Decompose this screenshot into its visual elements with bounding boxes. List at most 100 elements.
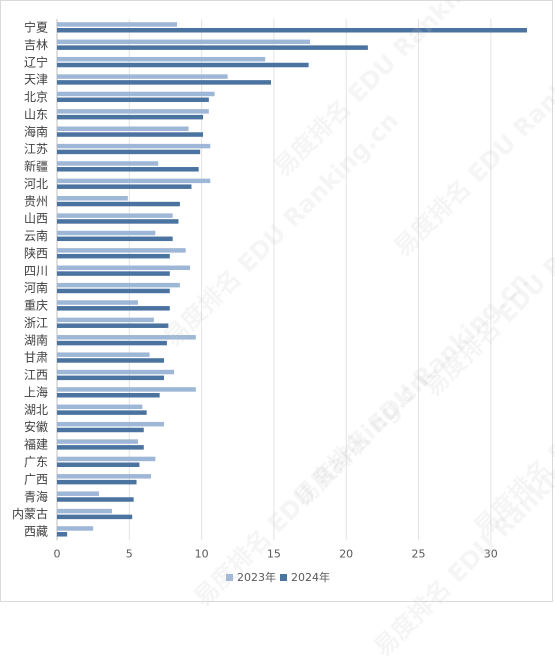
category-label: 天津 bbox=[24, 73, 48, 87]
category-label: 山东 bbox=[24, 107, 48, 121]
x-tick-label: 25 bbox=[412, 547, 426, 560]
bar-2024-新疆 bbox=[57, 167, 199, 172]
legend-swatch-2023 bbox=[226, 574, 233, 581]
bar-2023-山东 bbox=[57, 109, 209, 114]
category-label: 山西 bbox=[24, 212, 48, 226]
bar-2024-辽宁 bbox=[57, 62, 309, 68]
category-label: 西藏 bbox=[24, 525, 48, 539]
category-label: 北京 bbox=[24, 90, 48, 104]
bar-2023-河南 bbox=[57, 282, 180, 288]
legend-label-2023: 2023年 bbox=[237, 570, 276, 584]
bar-2023-天津 bbox=[57, 74, 228, 79]
bar-2024-贵州 bbox=[57, 201, 180, 207]
bar-chart: 宁夏吉林辽宁天津北京山东海南江苏新疆河北贵州山西云南陕西四川河南重庆浙江湖南甘肃… bbox=[12, 19, 527, 584]
bar-2024-上海 bbox=[57, 392, 160, 398]
bar-2024-云南 bbox=[57, 236, 173, 242]
legend: 2023年 2024年 bbox=[226, 570, 330, 584]
bar-2023-西藏 bbox=[57, 526, 94, 531]
bar-2023-河北 bbox=[57, 178, 211, 184]
bar-2023-安徽 bbox=[57, 421, 165, 427]
category-label: 云南 bbox=[24, 228, 48, 243]
x-tick-label: 20 bbox=[339, 547, 353, 560]
x-tick-label: 30 bbox=[484, 547, 498, 560]
category-label: 青海 bbox=[24, 489, 48, 504]
bar-2023-青海 bbox=[57, 491, 99, 496]
bar-2024-浙江 bbox=[57, 323, 169, 328]
bar-2023-湖北 bbox=[57, 404, 143, 410]
bar-2023-北京 bbox=[57, 91, 215, 97]
bar-2024-广东 bbox=[57, 462, 140, 467]
bar-2023-广东 bbox=[57, 456, 156, 462]
bars bbox=[57, 22, 527, 537]
category-label: 重庆 bbox=[24, 299, 48, 313]
bar-2024-青海 bbox=[57, 497, 134, 502]
category-label: 海南 bbox=[24, 124, 48, 139]
bar-2023-宁夏 bbox=[57, 22, 178, 27]
category-label: 河南 bbox=[24, 280, 48, 295]
category-label: 陕西 bbox=[24, 245, 48, 260]
category-label: 宁夏 bbox=[24, 20, 48, 35]
category-label: 安徽 bbox=[24, 419, 48, 434]
category-label: 贵州 bbox=[24, 194, 48, 208]
bar-2023-山西 bbox=[57, 213, 173, 218]
legend-swatch-2024 bbox=[280, 574, 287, 581]
category-label: 吉林 bbox=[24, 38, 48, 52]
x-tick-label: 10 bbox=[195, 547, 209, 560]
x-tick-labels: 0 5 10 15 20 25 30 bbox=[54, 547, 498, 560]
bar-2023-内蒙古 bbox=[57, 508, 112, 514]
bar-2023-甘肃 bbox=[57, 352, 150, 357]
category-label: 湖北 bbox=[24, 402, 48, 417]
category-label: 湖南 bbox=[24, 332, 48, 347]
x-tick-label: 5 bbox=[126, 547, 133, 560]
category-label: 四川 bbox=[24, 264, 48, 278]
category-label: 江西 bbox=[24, 368, 48, 382]
category-label: 河北 bbox=[24, 177, 48, 191]
bar-2023-广西 bbox=[57, 474, 151, 479]
bar-2024-河北 bbox=[57, 184, 192, 189]
category-label: 广西 bbox=[24, 472, 48, 486]
bar-2024-天津 bbox=[57, 80, 272, 85]
bar-2024-海南 bbox=[57, 132, 204, 137]
bar-2023-湖南 bbox=[57, 335, 196, 340]
bar-2024-福建 bbox=[57, 445, 144, 450]
category-label: 江苏 bbox=[24, 142, 48, 156]
bar-2023-陕西 bbox=[57, 248, 186, 253]
bar-2024-北京 bbox=[57, 97, 209, 103]
category-label: 甘肃 bbox=[24, 351, 48, 365]
category-label: 内蒙古 bbox=[12, 506, 48, 521]
bar-2024-安徽 bbox=[57, 427, 144, 433]
bar-2023-四川 bbox=[57, 265, 191, 271]
bar-2023-吉林 bbox=[57, 39, 311, 45]
bar-2024-内蒙古 bbox=[57, 514, 133, 520]
bar-2023-浙江 bbox=[57, 317, 154, 323]
category-label: 福建 bbox=[24, 437, 48, 452]
category-label: 辽宁 bbox=[24, 54, 48, 69]
bar-2023-江西 bbox=[57, 369, 175, 375]
bar-2024-重庆 bbox=[57, 306, 170, 311]
category-label: 上海 bbox=[24, 384, 48, 399]
bar-2023-福建 bbox=[57, 439, 138, 444]
legend-label-2024: 2024年 bbox=[291, 570, 330, 584]
bar-2024-山西 bbox=[57, 219, 179, 224]
bar-2023-云南 bbox=[57, 230, 156, 236]
bar-2023-贵州 bbox=[57, 196, 128, 201]
bar-2024-湖南 bbox=[57, 340, 167, 346]
category-labels: 宁夏吉林辽宁天津北京山东海南江苏新疆河北贵州山西云南陕西四川河南重庆浙江湖南甘肃… bbox=[12, 20, 48, 539]
bar-2024-吉林 bbox=[57, 45, 368, 50]
category-label: 浙江 bbox=[24, 316, 48, 330]
bar-2023-上海 bbox=[57, 387, 196, 392]
bar-2024-山东 bbox=[57, 114, 204, 120]
bar-2024-江西 bbox=[57, 375, 165, 381]
category-label: 广东 bbox=[24, 455, 48, 469]
bar-2023-海南 bbox=[57, 126, 189, 131]
bar-2023-新疆 bbox=[57, 161, 159, 166]
x-tick-label: 0 bbox=[54, 547, 61, 560]
category-label: 新疆 bbox=[24, 159, 48, 174]
bar-2024-陕西 bbox=[57, 253, 170, 259]
bar-2023-重庆 bbox=[57, 300, 138, 305]
bar-2024-甘肃 bbox=[57, 358, 165, 363]
chart-frame bbox=[0, 0, 553, 602]
gridlines bbox=[56, 19, 492, 541]
bar-2023-江苏 bbox=[57, 143, 211, 149]
bar-2024-西藏 bbox=[57, 532, 68, 537]
